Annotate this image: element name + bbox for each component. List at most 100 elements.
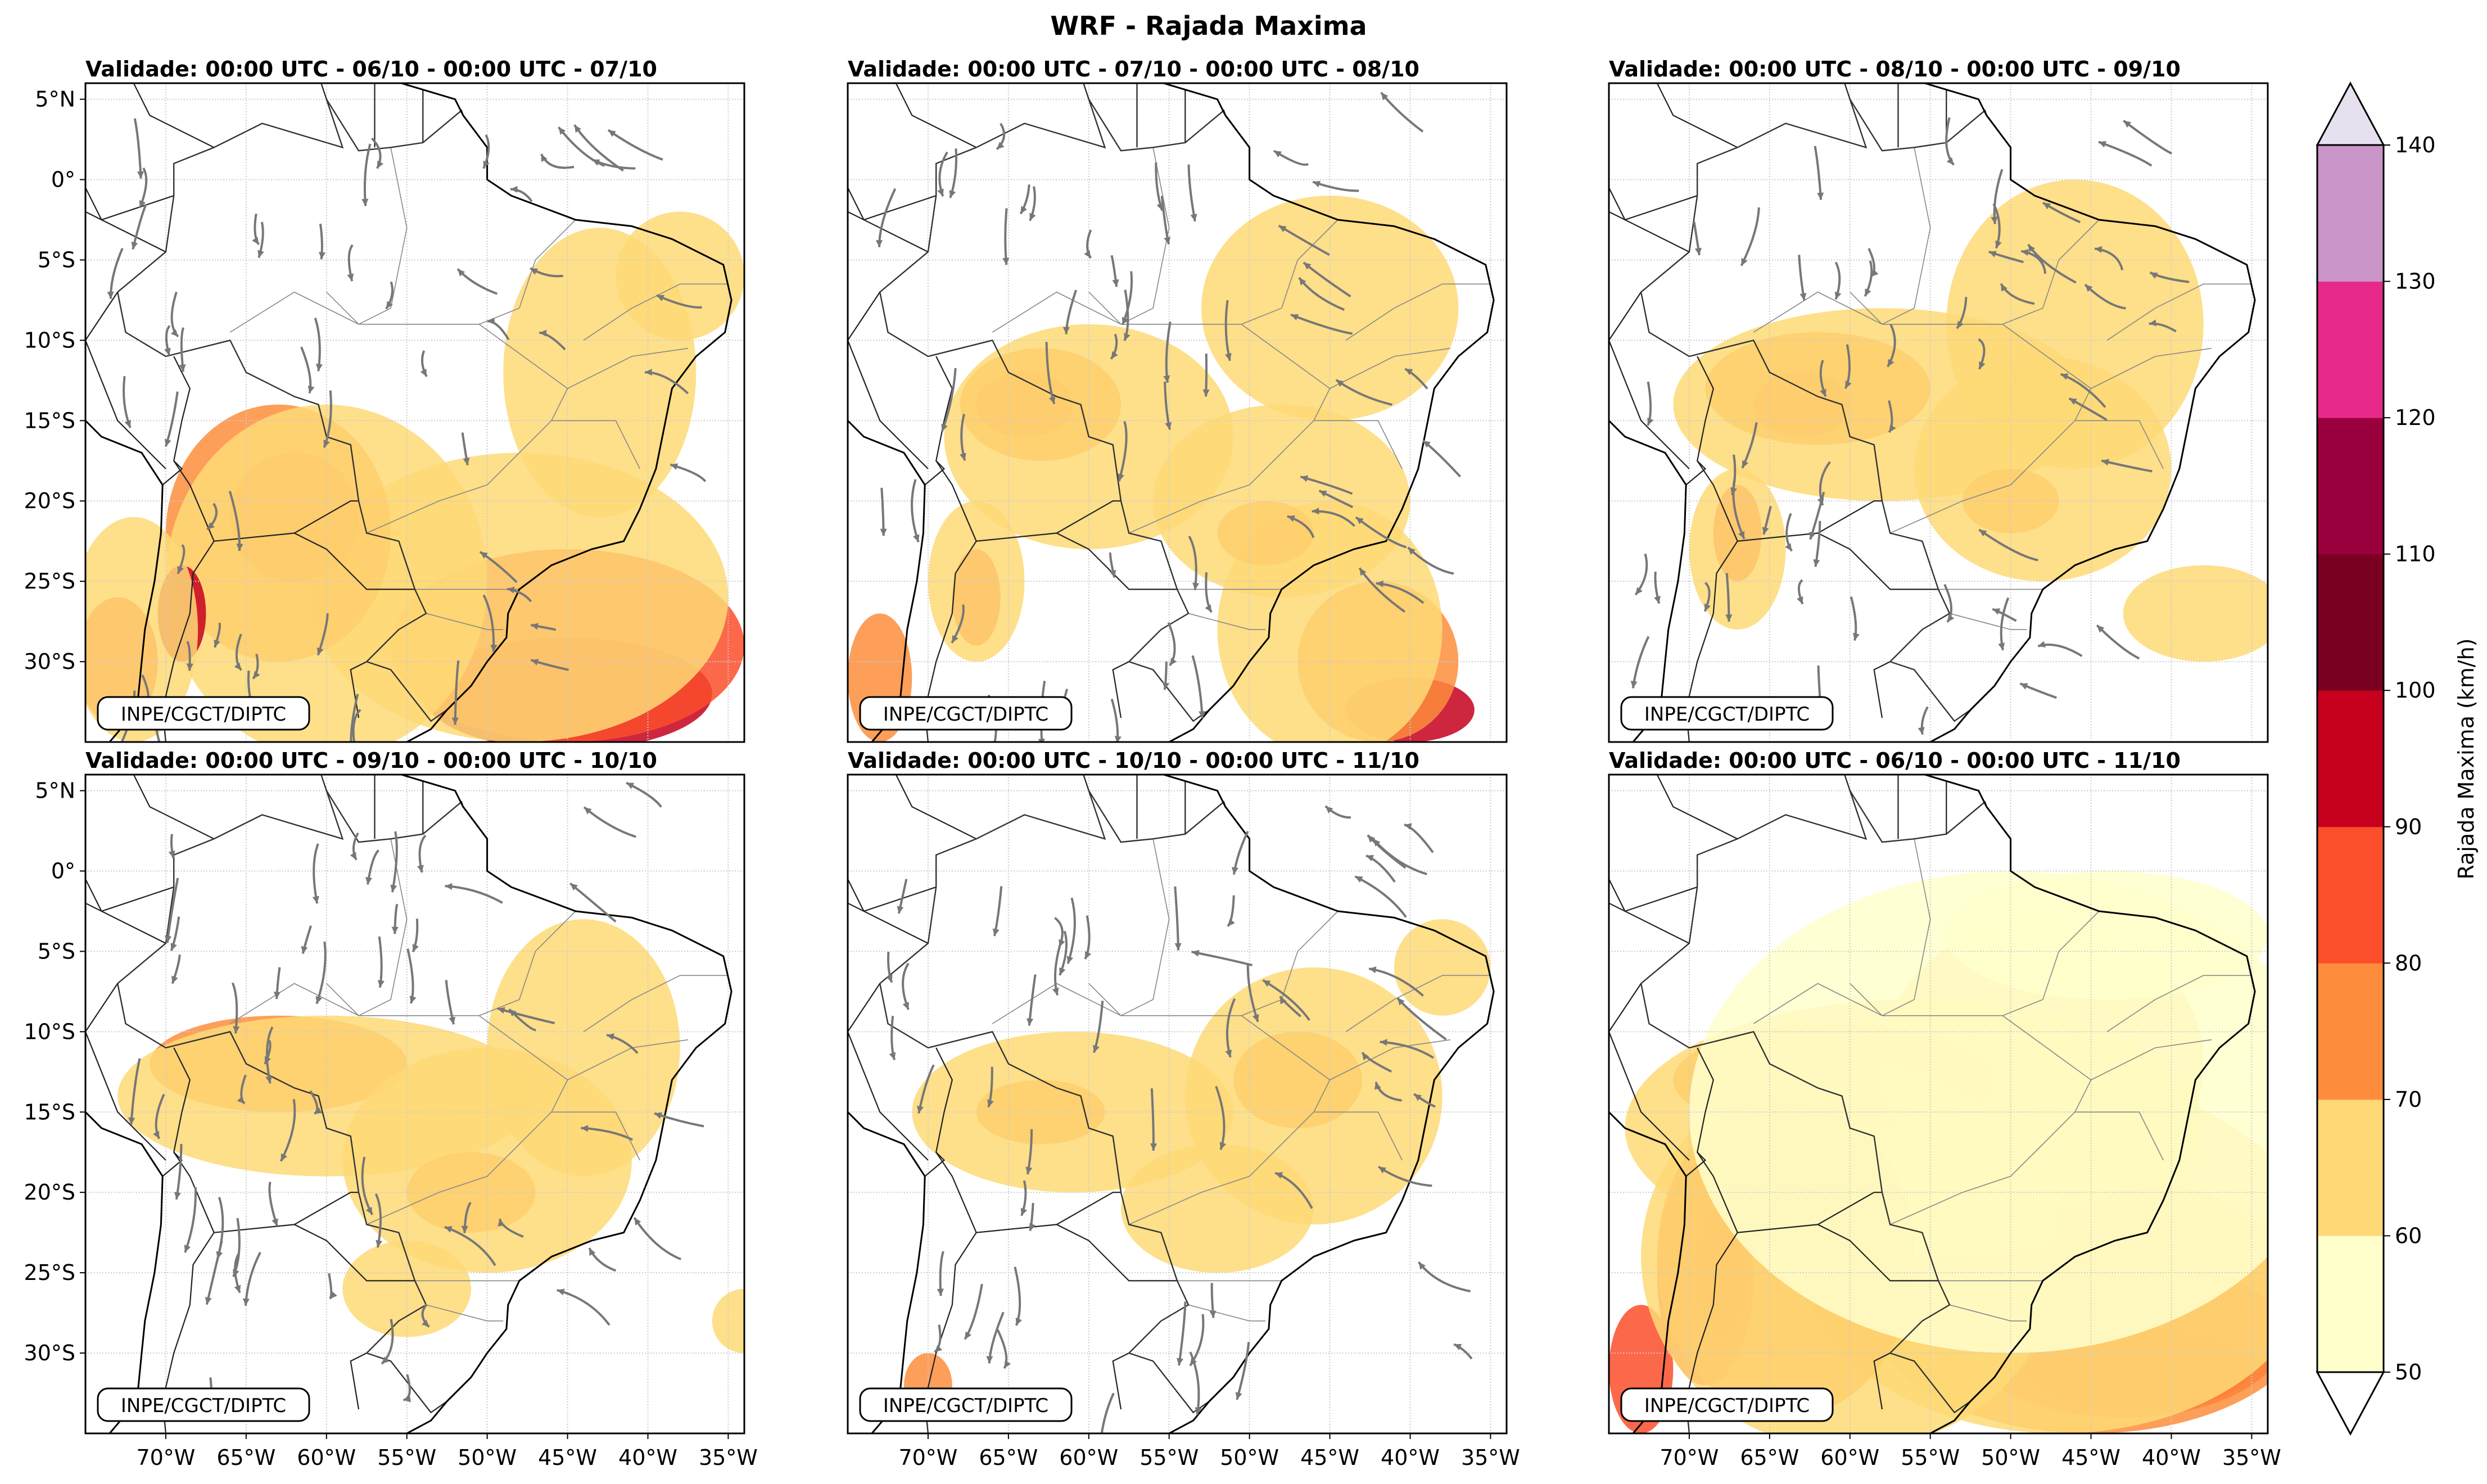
x-tick-label: 70°W bbox=[136, 1445, 195, 1470]
map-panel: Validade: 00:00 UTC - 09/10 - 00:00 UTC … bbox=[24, 748, 758, 1470]
coastline bbox=[1609, 83, 2256, 742]
watermark-text: INPE/CGCT/DIPTC bbox=[883, 703, 1048, 726]
y-tick-label: 5°N bbox=[35, 779, 75, 803]
x-tick-label: 70°W bbox=[1659, 1445, 1719, 1470]
colorbar-over-triangle bbox=[2316, 81, 2385, 146]
x-tick-label: 55°W bbox=[377, 1445, 436, 1470]
y-tick-label: 5°S bbox=[38, 247, 75, 272]
colorbar-tick-label: 100 bbox=[2395, 678, 2436, 703]
watermark-text: INPE/CGCT/DIPTC bbox=[121, 1395, 286, 1417]
colorbar-under-triangle bbox=[2316, 1371, 2385, 1436]
map-frame bbox=[1608, 82, 2269, 743]
x-tick-label: 50°W bbox=[1981, 1445, 2040, 1470]
map-frame bbox=[84, 773, 745, 1435]
x-tick-label: 40°W bbox=[2142, 1445, 2201, 1470]
coastline bbox=[85, 83, 732, 742]
x-tick-label: 65°W bbox=[1740, 1445, 1799, 1470]
colorbar-segment bbox=[2317, 281, 2384, 418]
panel-title: Validade: 00:00 UTC - 09/10 - 00:00 UTC … bbox=[85, 748, 657, 773]
x-tick-label: 40°W bbox=[1381, 1445, 1440, 1470]
watermark-box bbox=[1620, 696, 1834, 731]
colorbar-segment bbox=[2317, 145, 2384, 282]
gust-region bbox=[2123, 565, 2268, 662]
y-tick-label: 15°S bbox=[24, 408, 75, 433]
watermark-box bbox=[97, 1387, 310, 1422]
y-tick-label: 20°S bbox=[24, 1180, 75, 1205]
coastline bbox=[1609, 775, 2256, 1433]
gust-region bbox=[616, 211, 744, 341]
x-tick-label: 60°W bbox=[1059, 1445, 1118, 1470]
x-tick-label: 35°W bbox=[699, 1445, 758, 1470]
coastline bbox=[85, 775, 732, 1433]
colorbar-tick-label: 110 bbox=[2395, 542, 2436, 567]
watermark-text: INPE/CGCT/DIPTC bbox=[883, 1395, 1048, 1417]
x-tick-label: 45°W bbox=[2061, 1445, 2120, 1470]
watermark-box bbox=[859, 696, 1073, 731]
x-tick-label: 40°W bbox=[618, 1445, 677, 1470]
coastline bbox=[848, 775, 1495, 1433]
map-frame bbox=[847, 82, 1508, 743]
map-frame bbox=[847, 773, 1508, 1435]
colorbar-tick-label: 140 bbox=[2395, 133, 2436, 157]
panel-title: Validade: 00:00 UTC - 10/10 - 00:00 UTC … bbox=[848, 748, 1419, 773]
x-tick-label: 45°W bbox=[1300, 1445, 1359, 1470]
wind-streamlines bbox=[1630, 117, 2190, 735]
wind-streamlines bbox=[128, 781, 704, 1418]
panel-title: Validade: 00:00 UTC - 08/10 - 00:00 UTC … bbox=[1609, 57, 2181, 82]
colorbar-segment bbox=[2317, 826, 2384, 963]
gust-region bbox=[85, 517, 198, 742]
colorbar-segment bbox=[2317, 554, 2384, 691]
x-tick-label: 50°W bbox=[1220, 1445, 1279, 1470]
gust-region bbox=[1689, 469, 1786, 630]
colorbar-tick-label: 70 bbox=[2395, 1087, 2422, 1112]
map-panel: Validade: 00:00 UTC - 10/10 - 00:00 UTC … bbox=[847, 748, 1520, 1470]
x-tick-label: 70°W bbox=[898, 1445, 957, 1470]
colorbar-segment bbox=[2317, 963, 2384, 1100]
colorbar-tick-label: 50 bbox=[2395, 1360, 2422, 1385]
colorbar-segment bbox=[2317, 1099, 2384, 1236]
map-panel: Validade: 00:00 UTC - 06/10 - 00:00 UTC … bbox=[24, 57, 745, 743]
x-tick-label: 45°W bbox=[538, 1445, 597, 1470]
watermark-box bbox=[1620, 1387, 1834, 1422]
watermark-text: INPE/CGCT/DIPTC bbox=[1644, 1395, 1810, 1417]
y-tick-label: 5°S bbox=[38, 939, 75, 963]
colorbar-tick-label: 120 bbox=[2395, 405, 2436, 430]
y-tick-label: 0° bbox=[51, 859, 75, 884]
x-tick-label: 50°W bbox=[458, 1445, 517, 1470]
watermark-box bbox=[97, 696, 310, 731]
map-panel: Validade: 00:00 UTC - 06/10 - 00:00 UTC … bbox=[1608, 748, 2281, 1470]
coastline bbox=[848, 83, 1495, 742]
map-panel: Validade: 00:00 UTC - 08/10 - 00:00 UTC … bbox=[1608, 57, 2269, 743]
colorbar-segment bbox=[2317, 1236, 2384, 1373]
colorbar-tick-label: 80 bbox=[2395, 951, 2422, 975]
x-tick-label: 60°W bbox=[297, 1445, 356, 1470]
gust-region bbox=[1120, 1144, 1314, 1273]
watermark-text: INPE/CGCT/DIPTC bbox=[121, 703, 286, 726]
gust-region bbox=[487, 919, 680, 1177]
y-tick-label: 30°S bbox=[24, 649, 75, 674]
x-tick-label: 65°W bbox=[216, 1445, 275, 1470]
y-tick-label: 15°S bbox=[24, 1100, 75, 1124]
x-tick-label: 55°W bbox=[1901, 1445, 1960, 1470]
x-tick-label: 35°W bbox=[2222, 1445, 2281, 1470]
x-tick-label: 35°W bbox=[1461, 1445, 1520, 1470]
map-frame bbox=[84, 82, 745, 743]
colorbar-label: Rajada Maxima (km/h) bbox=[2454, 638, 2479, 879]
y-tick-label: 20°S bbox=[24, 488, 75, 513]
map-frame bbox=[1608, 773, 2269, 1435]
wind-streamlines bbox=[875, 92, 1461, 742]
y-tick-label: 5°N bbox=[35, 87, 75, 112]
y-tick-label: 10°S bbox=[24, 328, 75, 352]
map-panels: Validade: 00:00 UTC - 06/10 - 00:00 UTC … bbox=[24, 57, 2281, 1470]
y-tick-label: 25°S bbox=[24, 569, 75, 594]
map-panel: Validade: 00:00 UTC - 07/10 - 00:00 UTC … bbox=[847, 57, 1508, 743]
colorbar-tick-label: 60 bbox=[2395, 1223, 2422, 1248]
colorbar-segment bbox=[2317, 690, 2384, 827]
gust-region bbox=[928, 501, 1025, 662]
y-tick-label: 0° bbox=[51, 168, 75, 192]
panel-title: Validade: 00:00 UTC - 07/10 - 00:00 UTC … bbox=[848, 57, 1419, 82]
x-tick-label: 55°W bbox=[1140, 1445, 1199, 1470]
colorbar-tick-label: 90 bbox=[2395, 815, 2422, 839]
wind-streamlines bbox=[886, 805, 1473, 1433]
